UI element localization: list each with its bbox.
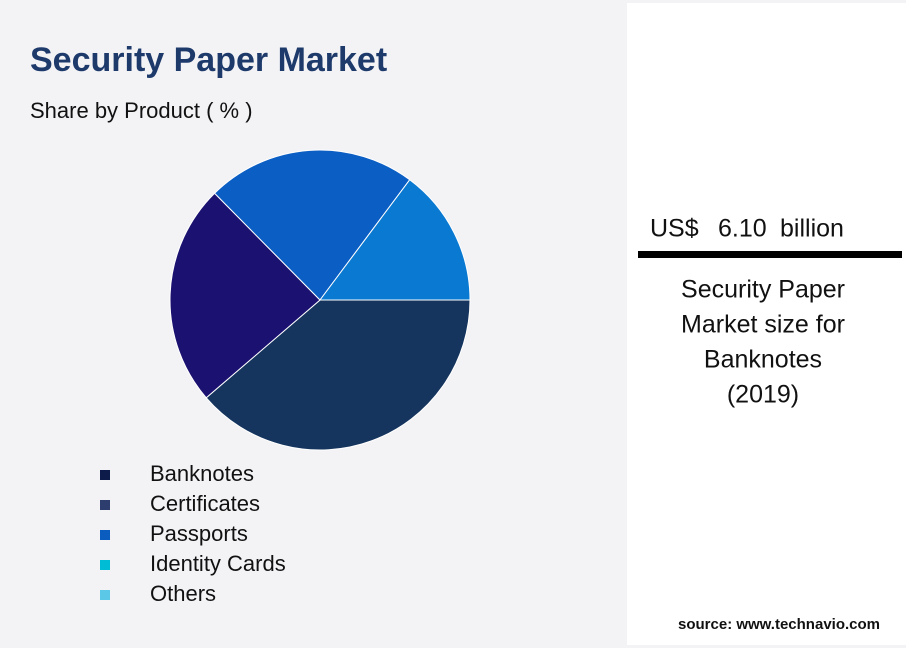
callout-text: Market size for — [681, 311, 845, 339]
legend-label: Others — [150, 581, 216, 606]
legend-marker — [100, 590, 110, 600]
callout-currency: US$ — [650, 215, 699, 243]
pie-slice — [205, 299, 471, 451]
legend-label: Certificates — [150, 491, 260, 516]
pie-slice — [169, 192, 321, 399]
callout-text: Security Paper — [681, 276, 845, 304]
legend-marker — [100, 500, 110, 510]
pie-slice — [213, 149, 411, 301]
chart-subtitle: Share by Product ( % ) — [30, 98, 253, 123]
callout-text: (2019) — [727, 381, 799, 409]
legend-marker — [100, 530, 110, 540]
callout-panel — [627, 3, 906, 645]
legend-label: Passports — [150, 521, 248, 546]
legend-label: Banknotes — [150, 461, 254, 486]
pie-slice — [319, 179, 471, 301]
legend-marker — [100, 560, 110, 570]
callout-rule — [638, 251, 902, 258]
source: source: www.technavio.com — [678, 616, 880, 633]
callout-text: Banknotes — [704, 346, 822, 374]
legend-marker — [100, 470, 110, 480]
callout-unit: billion — [780, 215, 844, 243]
callout-amount: 6.10 — [718, 215, 767, 243]
chart-title: Security Paper Market — [30, 41, 387, 79]
legend-label: Identity Cards — [150, 551, 286, 576]
